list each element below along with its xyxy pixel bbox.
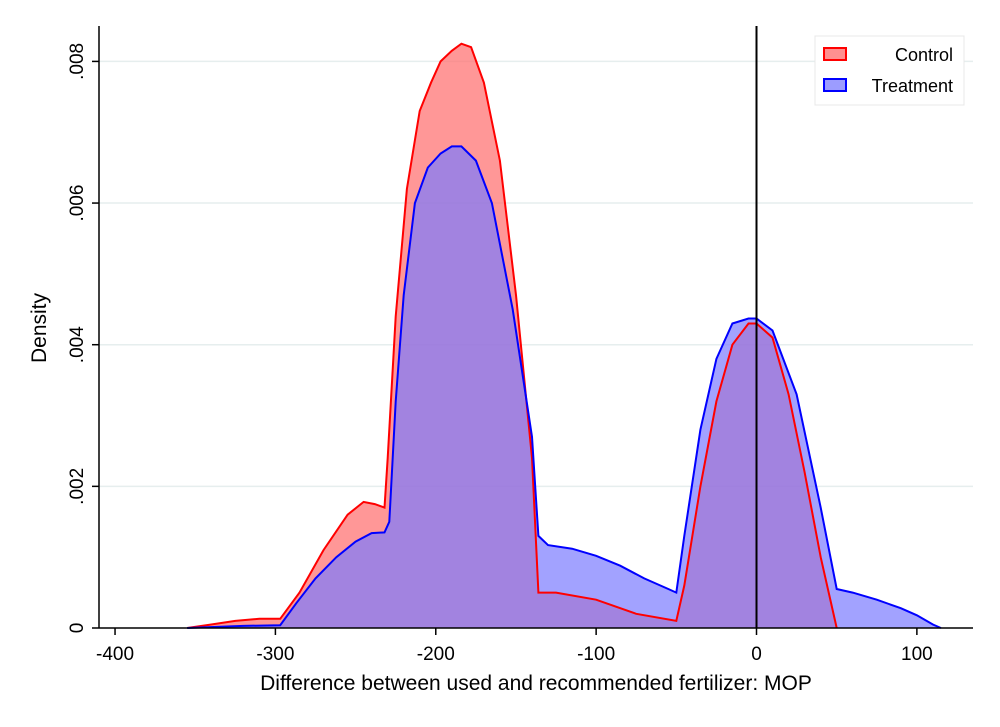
x-ticks: -400 -300 -200 -100 0 100 — [96, 628, 933, 665]
x-tick-label: -200 — [417, 644, 455, 665]
axes — [98, 26, 973, 629]
legend-label-treatment: Treatment — [872, 76, 953, 96]
legend: Control Treatment — [814, 35, 965, 106]
x-tick-label: -400 — [96, 644, 134, 665]
gridlines — [99, 60, 973, 488]
y-tick-label: 0 — [67, 623, 88, 634]
series-line-control — [187, 42, 838, 629]
y-tick-label: .008 — [67, 43, 88, 80]
x-tick-label: -300 — [256, 644, 294, 665]
y-tick-label: .002 — [67, 468, 88, 505]
x-tick-label: 0 — [751, 644, 762, 665]
y-tick-label: .004 — [67, 326, 88, 363]
density-areas — [187, 42, 942, 629]
x-axis-title: Difference between used and recommended … — [260, 672, 812, 695]
y-axis-title: Density — [28, 292, 51, 363]
y-tick-label: .006 — [67, 185, 88, 222]
x-tick-label: -100 — [577, 644, 615, 665]
legend-swatch-treatment — [823, 78, 847, 92]
area-fill-treatment — [187, 146, 941, 628]
legend-label-control: Control — [895, 45, 953, 65]
y-ticks: 0 .002 .004 .006 .008 — [67, 43, 99, 633]
x-tick-label: 100 — [901, 644, 933, 665]
series-line-treatment — [187, 145, 942, 629]
legend-swatch-control — [823, 47, 847, 61]
